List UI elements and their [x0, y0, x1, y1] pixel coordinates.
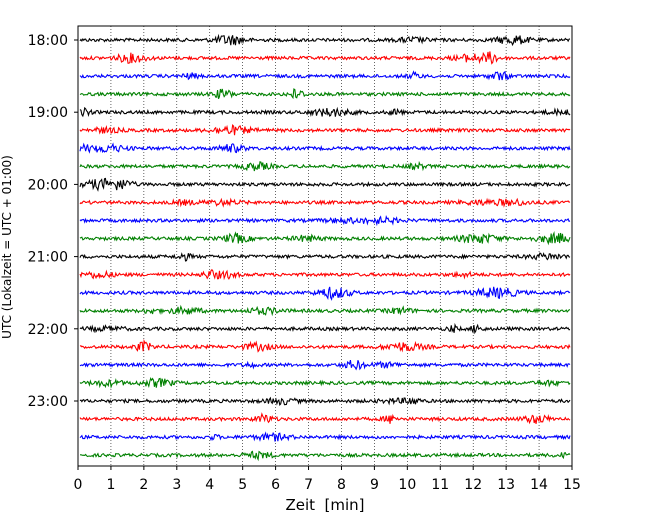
trace-1900 — [79, 106, 571, 118]
trace-1945 — [79, 160, 571, 172]
x-tick-label: 1 — [106, 477, 115, 493]
y-tick-label: 22:00 — [28, 322, 68, 338]
trace-2130 — [79, 286, 571, 301]
x-tick-label: 0 — [74, 477, 83, 493]
trace-2000 — [79, 177, 571, 192]
x-tick-label: 10 — [398, 477, 416, 493]
trace-2100 — [79, 252, 571, 262]
x-tick-label: 6 — [271, 477, 280, 493]
x-tick-label: 14 — [530, 477, 548, 493]
trace-2030 — [79, 214, 571, 227]
trace-2145 — [79, 304, 571, 317]
trace-2045 — [79, 231, 571, 246]
x-tick-label: 15 — [563, 477, 581, 493]
traces — [79, 33, 571, 462]
trace-2200 — [79, 322, 571, 335]
x-axis-title: Zeit [min] — [285, 496, 364, 514]
y-axis: 18:00 19:00 20:00 21:00 22:00 23:00 — [28, 33, 78, 410]
trace-2245 — [79, 376, 571, 389]
trace-2015 — [79, 197, 571, 208]
trace-1830 — [79, 70, 571, 81]
trace-2300 — [79, 396, 571, 406]
y-tick-label: 21:00 — [28, 250, 68, 266]
y-tick-label: 20:00 — [28, 177, 68, 193]
trace-2345 — [79, 450, 571, 462]
trace-1930 — [79, 142, 571, 154]
grid-lines — [110, 26, 540, 466]
plot-frame — [77, 25, 573, 467]
y-tick-label: 18:00 — [28, 33, 68, 49]
x-tick-label: 3 — [172, 477, 181, 493]
x-tick-label: 11 — [431, 477, 449, 493]
x-axis: 0 1 2 3 4 5 6 7 8 9 10 11 12 13 14 15 — [74, 466, 581, 493]
x-tick-label: 8 — [337, 477, 346, 493]
y-axis-title: UTC (Lokalzeit = UTC + 01:00) — [0, 155, 14, 339]
x-tick-label: 12 — [464, 477, 482, 493]
plot-background — [78, 26, 572, 466]
x-tick-label: 7 — [304, 477, 313, 493]
trace-2230 — [79, 359, 571, 371]
x-tick-label: 2 — [139, 477, 148, 493]
y-tick-label: 19:00 — [28, 105, 68, 121]
trace-1815 — [79, 51, 571, 65]
x-tick-label: 13 — [497, 477, 515, 493]
trace-2330 — [79, 431, 571, 442]
trace-2115 — [79, 268, 571, 281]
trace-1800 — [79, 33, 571, 47]
x-tick-label: 4 — [205, 477, 214, 493]
x-tick-label: 5 — [238, 477, 247, 493]
y-tick-label: 23:00 — [28, 394, 68, 410]
trace-2215 — [79, 338, 571, 353]
trace-1845 — [79, 88, 571, 100]
trace-1915 — [79, 124, 571, 136]
trace-2315 — [79, 412, 571, 425]
x-tick-label: 9 — [370, 477, 379, 493]
